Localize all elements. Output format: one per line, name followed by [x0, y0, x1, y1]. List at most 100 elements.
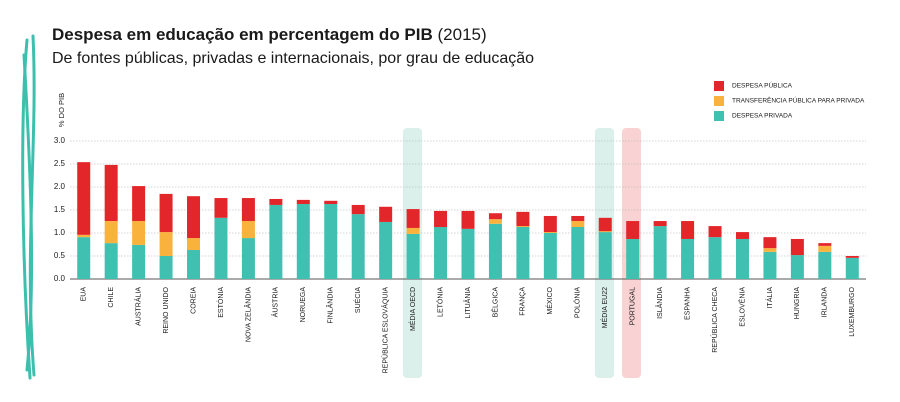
bar-segment — [269, 204, 283, 279]
bar-segment — [598, 231, 612, 233]
y-tick-label: 2.0 — [54, 182, 66, 191]
bar-segment — [434, 227, 448, 279]
bar-segment — [735, 238, 749, 279]
legend-swatch — [714, 111, 724, 121]
bar-segment — [324, 200, 338, 205]
bar-segment — [406, 209, 420, 228]
x-tick-label: LITUÂNIA — [463, 287, 472, 319]
bar-segment — [845, 257, 859, 279]
bar-segment — [681, 221, 695, 239]
bar-segment — [379, 221, 393, 279]
x-tick-label: FRANÇA — [520, 287, 527, 316]
bar-segment — [516, 226, 530, 228]
bar-segment — [187, 238, 201, 251]
bar-segment — [626, 221, 640, 239]
bar-segment — [488, 213, 502, 220]
bar-segment — [296, 199, 310, 205]
bar-segment — [735, 232, 749, 239]
x-tick-label: MÉDIA EU22 — [600, 287, 609, 328]
bar-segment — [132, 186, 146, 222]
bar-segment — [845, 256, 859, 258]
x-tick-label: NORUEGA — [300, 287, 307, 323]
x-tick-label: REPÚBLICA CHECA — [710, 287, 719, 353]
bar-segment — [241, 221, 255, 239]
bar-segment — [187, 250, 201, 279]
bar-segment — [104, 243, 118, 279]
bar-segment — [187, 196, 201, 239]
x-tick-label: REINO UNIDO — [163, 286, 170, 333]
x-tick-label: LUXEMBURGO — [849, 286, 856, 336]
x-tick-label: ISLÂNDIA — [655, 287, 664, 319]
bar-segment — [763, 251, 777, 279]
y-tick-label: 0.0 — [54, 274, 66, 283]
bar-segment — [214, 217, 228, 279]
bar-segment — [818, 243, 832, 246]
bar-segment — [543, 215, 557, 233]
x-tick-label: ÁUSTRIA — [271, 287, 280, 318]
x-tick-label: ESLOVÉNIA — [737, 287, 746, 327]
bar-segment — [132, 221, 146, 245]
bar-segment — [104, 164, 118, 222]
title: Despesa em educação em percentagem do PI… — [52, 25, 433, 44]
x-tick-label: ESTÓNIA — [216, 287, 225, 318]
bar-segment — [296, 204, 310, 279]
bar-segment — [77, 162, 91, 235]
decoration — [21, 34, 36, 380]
y-tick-label: 2.5 — [54, 159, 66, 168]
x-tick-label: AUSTRÁLIA — [133, 287, 142, 326]
bar-segment — [790, 255, 804, 279]
x-tick-label: ESPANHA — [684, 287, 691, 320]
x-tick-label: MÉDIA OECD — [408, 287, 417, 331]
x-tick-label: EUA — [81, 287, 88, 302]
bar-segment — [77, 234, 91, 238]
legend-label: DESPESA PÚBLICA — [732, 81, 793, 90]
bar-segment — [406, 233, 420, 279]
bar-segment — [708, 237, 722, 279]
bar-segment — [543, 233, 557, 279]
bar-segment — [598, 217, 612, 232]
bar-segment — [461, 210, 475, 229]
bar-segment — [571, 227, 585, 279]
x-tick-label: REPÚBLICA ESLOVÁQUIA — [380, 287, 389, 374]
x-tick-label: HUNGRIA — [794, 287, 801, 320]
bar-segment — [406, 227, 420, 234]
bar-segment — [159, 193, 173, 233]
bar-segment — [104, 221, 118, 244]
x-tick-label: NOVA ZELÂNDIA — [243, 287, 252, 342]
bar-segment — [790, 238, 804, 256]
legend-label: TRANSFERÊNCIA PÚBLICA PARA PRIVADA — [732, 96, 865, 105]
bar-segment — [516, 211, 530, 227]
chart-title: Despesa em educação em percentagem do PI… — [52, 25, 487, 44]
x-tick-label: POLÓNIA — [573, 287, 582, 318]
bar-segment — [379, 206, 393, 222]
bar-segment — [653, 221, 667, 227]
bar-segment — [159, 256, 173, 279]
x-tick-label: CHILE — [108, 287, 115, 308]
y-tick-label: 1.5 — [54, 205, 66, 214]
bar-segment — [598, 232, 612, 279]
bar-segment — [488, 219, 502, 224]
bar-segment — [132, 244, 146, 279]
x-tick-label: BÉLGICA — [490, 287, 499, 318]
bar-segment — [571, 215, 585, 222]
title-note: (2015) — [438, 25, 487, 44]
bar-segment — [488, 223, 502, 279]
bar-segment — [241, 198, 255, 222]
bar-segment — [214, 198, 228, 218]
bar-segment — [681, 238, 695, 279]
bar-segment — [461, 228, 475, 279]
bar-segment — [818, 245, 832, 252]
bar-segment — [653, 226, 667, 279]
bar-segment — [763, 248, 777, 252]
bar-segment — [351, 204, 365, 215]
bar-segment — [708, 226, 722, 238]
x-tick-label: COREIA — [190, 287, 197, 314]
y-tick-label: 3.0 — [54, 136, 66, 145]
bar-segment — [516, 227, 530, 279]
bar-segment — [77, 237, 91, 279]
bar-segment — [159, 232, 173, 256]
y-axis-label: % DO PIB — [57, 93, 66, 127]
subtitle: De fontes públicas, privadas e internaci… — [52, 50, 534, 67]
bar-segment — [241, 238, 255, 279]
x-tick-label: ITÁLIA — [765, 287, 774, 309]
